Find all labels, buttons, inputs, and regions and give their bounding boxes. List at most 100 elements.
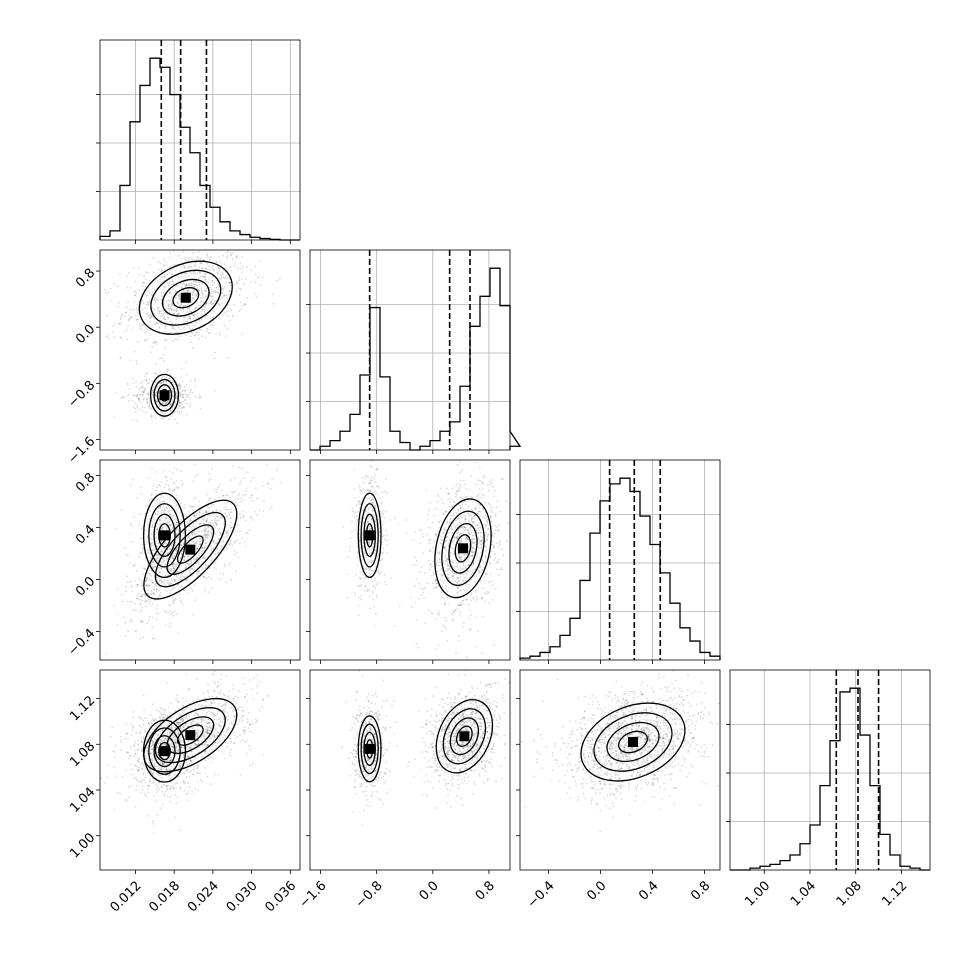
sample-point <box>450 504 453 507</box>
sample-point <box>366 548 368 550</box>
sample-point <box>456 591 459 593</box>
sample-point <box>171 745 173 748</box>
sample-point <box>491 525 493 528</box>
sample-point <box>471 520 473 523</box>
sample-point <box>489 515 492 517</box>
sample-point <box>414 584 417 587</box>
sample-point <box>178 382 180 385</box>
sample-point <box>213 735 216 737</box>
sample-point <box>187 536 189 538</box>
sample-point <box>460 515 463 518</box>
sample-point <box>362 522 365 524</box>
sample-point <box>383 534 385 537</box>
sample-point <box>162 736 165 739</box>
sample-point <box>229 542 232 544</box>
sample-point <box>390 577 393 579</box>
sample-point <box>232 465 234 467</box>
sample-point <box>219 260 221 262</box>
sample-point <box>187 591 190 594</box>
sample-point <box>357 503 360 505</box>
sample-point <box>234 700 237 703</box>
sample-point <box>161 551 164 553</box>
sample-point <box>161 560 164 563</box>
sample-point <box>474 508 477 510</box>
sample-point <box>166 368 169 370</box>
sample-point <box>375 583 378 586</box>
sample-point <box>221 302 224 305</box>
sample-point <box>355 523 358 526</box>
sample-point <box>208 591 210 594</box>
sample-point <box>179 386 182 389</box>
sample-point <box>151 346 154 348</box>
sample-point <box>459 567 462 569</box>
sample-point <box>133 350 136 353</box>
sample-point <box>160 377 163 379</box>
sample-point <box>239 516 242 519</box>
sample-point <box>199 258 202 260</box>
sample-point <box>144 388 147 391</box>
sample-point <box>373 585 375 587</box>
sample-point <box>184 285 187 288</box>
sample-point <box>256 684 259 687</box>
sample-point <box>173 610 176 612</box>
sample-point <box>154 393 157 396</box>
sample-point <box>198 511 201 513</box>
sample-point <box>139 401 142 404</box>
sample-point <box>225 715 228 718</box>
sample-point <box>496 542 498 544</box>
sample-point <box>174 579 177 582</box>
sample-point <box>204 267 207 270</box>
sample-point <box>169 569 172 572</box>
sample-point <box>364 576 367 578</box>
sample-point <box>190 527 193 530</box>
sample-point <box>465 496 467 499</box>
sample-point <box>139 602 142 605</box>
sample-point <box>181 400 184 403</box>
sample-point <box>421 533 423 536</box>
sample-point <box>164 402 167 405</box>
sample-point <box>106 314 108 317</box>
sample-point <box>128 393 130 396</box>
sample-point <box>134 749 137 752</box>
sample-point <box>218 267 221 270</box>
sample-point <box>179 328 182 331</box>
sample-point <box>185 396 188 399</box>
sample-point <box>183 328 185 330</box>
sample-point <box>464 579 467 582</box>
sample-point <box>149 764 152 767</box>
sample-point <box>246 237 248 239</box>
sample-point <box>166 313 169 316</box>
sample-point <box>197 718 200 720</box>
sample-point <box>142 549 144 551</box>
sample-point <box>251 499 254 502</box>
sample-point <box>500 477 503 480</box>
sample-point <box>144 578 147 581</box>
sample-point <box>355 519 358 521</box>
sample-point <box>203 529 206 532</box>
sample-point <box>220 726 223 728</box>
sample-point <box>173 567 176 570</box>
sample-point <box>441 591 443 594</box>
sample-point <box>450 527 453 529</box>
sample-point <box>151 293 154 296</box>
sample-point <box>453 500 456 503</box>
sample-point <box>155 589 158 591</box>
sample-point <box>141 750 144 753</box>
sample-point <box>163 512 165 514</box>
sample-point <box>478 570 480 573</box>
sample-point <box>254 718 257 721</box>
sample-point <box>184 575 186 578</box>
sample-point <box>447 493 450 496</box>
sample-point <box>480 540 483 542</box>
sample-point <box>418 582 420 585</box>
sample-point <box>157 484 160 486</box>
sample-point <box>458 614 461 616</box>
sample-point <box>191 567 194 570</box>
sample-point <box>215 523 218 526</box>
sample-point <box>144 795 147 798</box>
sample-point <box>224 312 227 314</box>
sample-point <box>216 519 219 522</box>
sample-point <box>455 485 458 488</box>
sample-point <box>249 764 252 767</box>
sample-point <box>151 561 154 563</box>
